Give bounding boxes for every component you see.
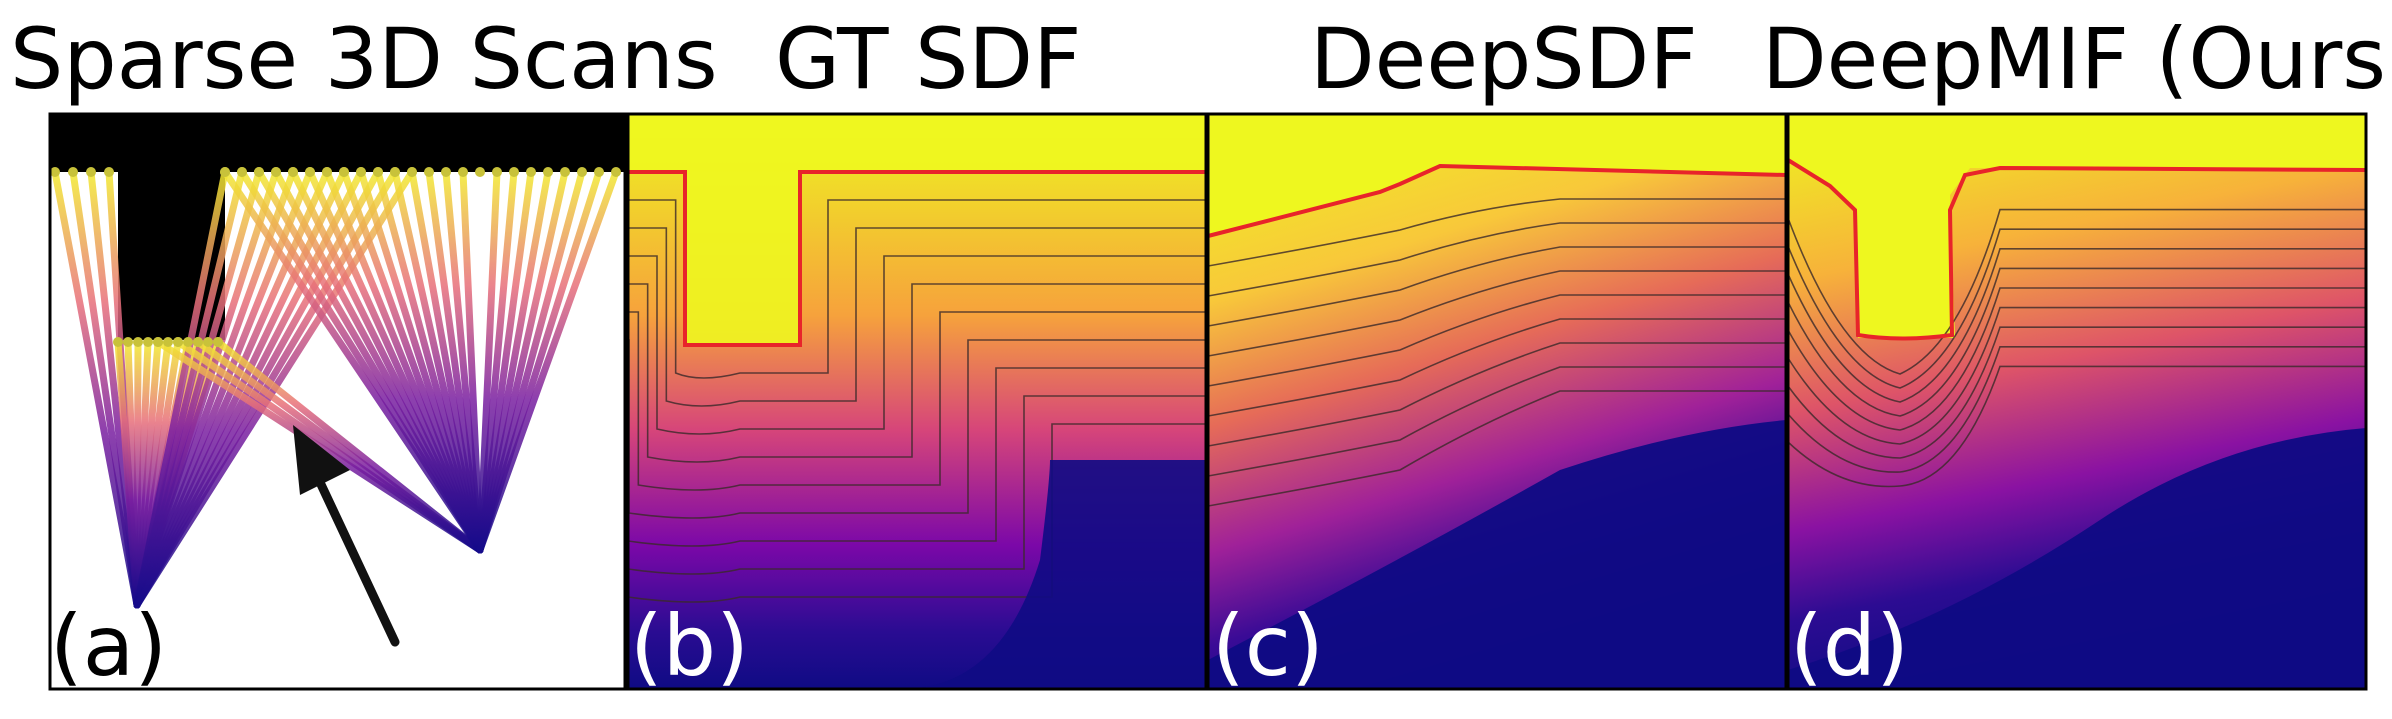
panel-a-sparse-scans	[50, 114, 625, 689]
surface-line	[1788, 158, 2366, 341]
contour-lines	[1208, 198, 1786, 507]
surface-line	[1208, 163, 1786, 238]
contour-lines	[1788, 208, 2366, 488]
scan-points	[50, 167, 621, 347]
surface-line	[628, 170, 1206, 347]
panel-label-c: (c)	[1212, 597, 1324, 695]
panel-title-a: Sparse 3D Scans	[10, 10, 718, 108]
scan-rays	[51, 168, 620, 609]
panel-c-deepsdf	[1208, 114, 1786, 689]
panel-title-b: GT SDF	[775, 10, 1081, 108]
panel-title-c: DeepSDF	[1310, 10, 1698, 108]
panel-title-d: DeepMIF (Ours)	[1762, 10, 2392, 108]
panel-label-a: (a)	[50, 597, 167, 695]
arrow-icon	[293, 425, 400, 647]
panel-label-d: (d)	[1790, 597, 1909, 695]
panel-b-gt-sdf	[628, 114, 1206, 689]
panel-d-deepmif	[1788, 114, 2366, 689]
panel-label-b: (b)	[630, 597, 749, 695]
